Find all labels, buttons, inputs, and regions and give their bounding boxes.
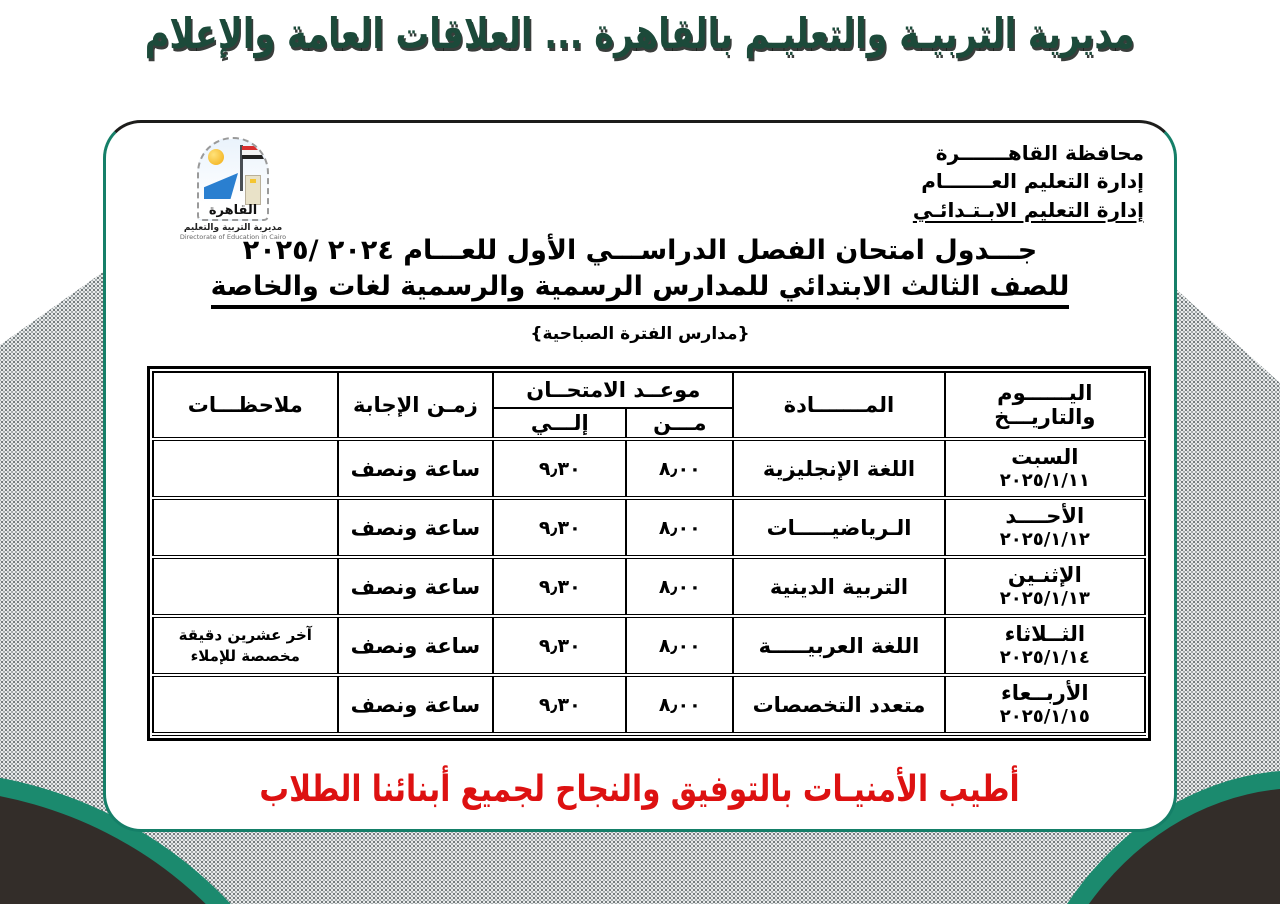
logo-arch: القاهرة bbox=[197, 137, 269, 221]
footer-wish: أطيب الأمنيـات بالتوفيق والنجاح لجميع أب… bbox=[106, 769, 1174, 810]
cell-to: ٩٫٣٠ bbox=[492, 555, 628, 618]
cell-duration: ساعة ونصف bbox=[336, 496, 495, 559]
exam-schedule-table: اليــــــوم والتاريـــخ المـــــــادة مو… bbox=[152, 371, 1147, 736]
cell-to: ٩٫٣٠ bbox=[492, 496, 628, 559]
cell-subject: التربية الدينية bbox=[732, 555, 946, 618]
cell-subject: متعدد التخصصات bbox=[732, 673, 946, 736]
cell-duration: ساعة ونصف bbox=[336, 437, 495, 500]
logo-org-arabic: مديرية التربية والتعليم bbox=[183, 223, 283, 233]
table-row: الأحــــد ٢٠٢٥/١/١٢ الـرياضيـــــات ٨٫٠٠ … bbox=[152, 496, 1147, 559]
letterhead-governorate: محافظة القاهـــــــرة bbox=[935, 141, 1144, 165]
logo-city-name: القاهرة bbox=[208, 203, 258, 218]
table-row: السبت ٢٠٢٥/١/١١ اللغة الإنجليزية ٨٫٠٠ ٩٫٣… bbox=[152, 437, 1147, 500]
building-icon bbox=[245, 175, 261, 205]
header-notes: ملاحظـــات bbox=[152, 371, 339, 440]
sail-icon bbox=[204, 173, 238, 199]
letterhead-general-admin: إدارة التعليم العـــــــام bbox=[921, 169, 1144, 194]
cell-from: ٨٫٠٠ bbox=[625, 555, 735, 618]
table-row: الأربــعاء ٢٠٢٥/١/١٥ متعدد التخصصات ٨٫٠٠ … bbox=[152, 673, 1147, 736]
schedule-subtitle: {مدارس الفترة الصباحية} bbox=[530, 324, 750, 344]
cell-to: ٩٫٣٠ bbox=[492, 437, 628, 500]
cell-to: ٩٫٣٠ bbox=[492, 673, 628, 736]
cell-day: السبت ٢٠٢٥/١/١١ bbox=[943, 437, 1147, 500]
egypt-flag-icon bbox=[242, 146, 264, 159]
sun-icon bbox=[208, 149, 224, 165]
cell-day: الأربــعاء ٢٠٢٥/١/١٥ bbox=[943, 673, 1147, 736]
cell-notes bbox=[152, 496, 339, 559]
cell-subject: اللغة الإنجليزية bbox=[732, 437, 946, 500]
flagpole-icon bbox=[240, 145, 243, 191]
footer-wish-text: أطيب الأمنيـات بالتوفيق والنجاح لجميع أب… bbox=[259, 769, 1021, 810]
cell-day: الثــلاثاء ٢٠٢٥/١/١٤ bbox=[943, 614, 1147, 677]
cell-to: ٩٫٣٠ bbox=[492, 614, 628, 677]
cell-notes bbox=[152, 555, 339, 618]
cell-notes bbox=[152, 673, 339, 736]
cell-from: ٨٫٠٠ bbox=[625, 496, 735, 559]
cell-duration: ساعة ونصف bbox=[336, 555, 495, 618]
table-row: الإثنـين ٢٠٢٥/١/١٣ التربية الدينية ٨٫٠٠ ٩… bbox=[152, 555, 1147, 618]
cell-from: ٨٫٠٠ bbox=[625, 437, 735, 500]
cell-day: الأحــــد ٢٠٢٥/١/١٢ bbox=[943, 496, 1147, 559]
letterhead-block: محافظة القاهـــــــرة إدارة التعليم العـ… bbox=[913, 139, 1144, 224]
cell-from: ٨٫٠٠ bbox=[625, 673, 735, 736]
cell-subject: اللغة العربيـــــة bbox=[732, 614, 946, 677]
document-card: محافظة القاهـــــــرة إدارة التعليم العـ… bbox=[103, 120, 1177, 832]
schedule-title-line1: جـــدول امتحان الفصل الدراســـي الأول لل… bbox=[242, 235, 1038, 266]
table-header-row-2: مـــن إلـــي bbox=[153, 407, 1145, 440]
table-header-row-1: اليــــــوم والتاريـــخ المـــــــادة مو… bbox=[152, 371, 1147, 440]
cell-subject: الـرياضيـــــات bbox=[732, 496, 946, 559]
header-subject: المـــــــادة bbox=[732, 371, 946, 440]
top-banner-text: مديرية التربيـة والتعليـم بالقاهرة ... ا… bbox=[145, 9, 1135, 58]
header-from: مـــن bbox=[625, 407, 735, 440]
cell-duration: ساعة ونصف bbox=[336, 614, 495, 677]
cell-duration: ساعة ونصف bbox=[336, 673, 495, 736]
cell-notes: آخر عشرين دقيقة مخصصة للإملاء bbox=[152, 614, 339, 677]
header-day: اليــــــوم والتاريـــخ bbox=[943, 371, 1147, 440]
top-banner: مديرية التربيـة والتعليـم بالقاهرة ... ا… bbox=[0, 2, 1280, 65]
cell-day: الإثنـين ٢٠٢٥/١/١٣ bbox=[943, 555, 1147, 618]
logo-org-english: Directorate of Education in Cairo bbox=[179, 233, 287, 241]
schedule-title-line2: للصف الثالث الابتدائي للمدارس الرسمية وا… bbox=[106, 271, 1174, 309]
header-schedule: موعــد الامتحــان bbox=[492, 371, 735, 409]
cell-notes bbox=[152, 437, 339, 500]
table-row: الثــلاثاء ٢٠٢٥/١/١٤ اللغة العربيـــــة ٨… bbox=[152, 614, 1147, 677]
letterhead-primary-admin: إدارة التعليم الابـتـدائـي bbox=[912, 197, 1144, 222]
header-to: إلـــي bbox=[492, 407, 628, 440]
header-duration: زمـن الإجابة bbox=[336, 371, 495, 440]
cell-from: ٨٫٠٠ bbox=[625, 614, 735, 677]
title-block: جـــدول امتحان الفصل الدراســـي الأول لل… bbox=[106, 235, 1174, 344]
directorate-logo: القاهرة مديرية التربية والتعليم Director… bbox=[168, 137, 298, 241]
